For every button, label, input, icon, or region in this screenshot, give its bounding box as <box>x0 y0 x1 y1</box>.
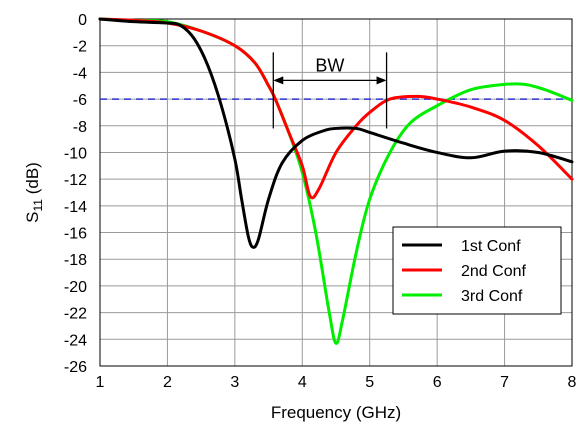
legend: 1st Conf 2nd Conf 3rd Conf <box>392 226 562 315</box>
y-tick-label: -16 <box>64 226 87 243</box>
y-tick-label: -8 <box>73 119 87 136</box>
x-tick-label: 2 <box>163 374 172 391</box>
y-axis-label-sub: 11 <box>31 199 45 212</box>
legend-label: 2nd Conf <box>461 263 526 280</box>
x-tick-label: 3 <box>230 374 239 391</box>
x-tick-labels: 1 2 3 4 5 6 7 8 <box>96 374 577 391</box>
y-tick-label: -22 <box>64 306 87 323</box>
x-tick-label: 6 <box>433 374 442 391</box>
y-tick-label: -10 <box>64 145 87 162</box>
legend-label: 3rd Conf <box>461 288 523 305</box>
y-axis-label-main: S <box>23 211 42 222</box>
bw-arrowhead-left <box>273 76 284 85</box>
y-axis-label: S11 (dB) <box>23 162 45 223</box>
y-tick-label: -14 <box>64 199 87 216</box>
y-axis-label-unit: (dB) <box>23 162 42 199</box>
bw-arrowhead-right <box>376 76 387 85</box>
y-tick-label: -18 <box>64 252 87 269</box>
y-tick-label: 0 <box>78 12 87 29</box>
x-tick-label: 1 <box>96 374 105 391</box>
series-line-1 <box>98 17 574 249</box>
bw-label: BW <box>315 55 344 75</box>
y-tick-label: -2 <box>73 39 87 56</box>
y-tick-label: -6 <box>73 92 87 109</box>
y-tick-label: -12 <box>64 172 87 189</box>
x-tick-label: 8 <box>568 374 577 391</box>
y-tick-label: -24 <box>64 332 87 349</box>
y-tick-label: -4 <box>73 65 87 82</box>
bw-annotation: BW <box>272 52 388 129</box>
y-tick-label: -20 <box>64 279 87 296</box>
y-tick-labels: 0 -2 -4 -6 -8 -10 -12 -14 -16 -18 -20 -22 -24 -26 <box>64 12 87 376</box>
x-tick-label: 4 <box>298 374 307 391</box>
x-tick-label: 7 <box>500 374 509 391</box>
x-axis-label: Frequency (GHz) <box>271 403 401 422</box>
series-layer <box>98 17 574 345</box>
series-line-2 <box>98 17 574 200</box>
plot-frame <box>99 18 573 367</box>
legend-label: 1st Conf <box>461 238 521 255</box>
x-tick-label: 5 <box>365 374 374 391</box>
y-tick-label: -26 <box>64 359 87 376</box>
